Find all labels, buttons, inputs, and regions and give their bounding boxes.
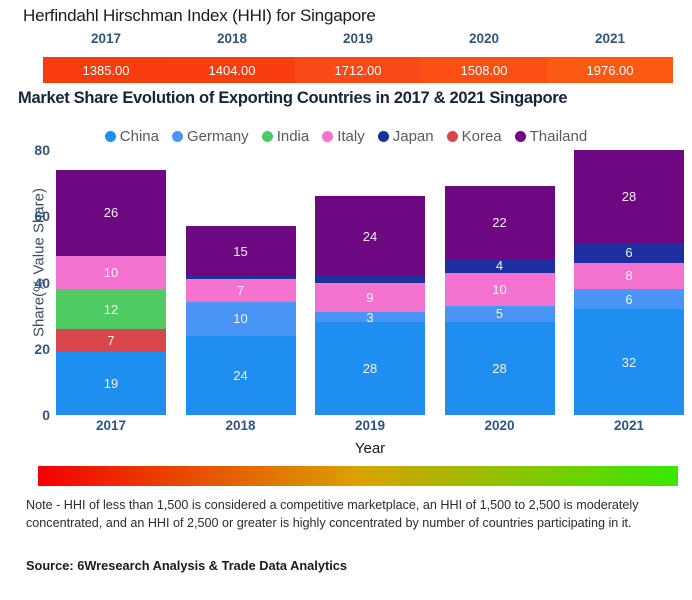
legend-item-italy[interactable]: Italy: [322, 128, 365, 145]
x-tick-2018: 2018: [225, 418, 256, 433]
x-axis-ticks: 2017 2018 2019 2020 2021: [56, 418, 684, 433]
hhi-year-2020: 2020: [468, 31, 500, 46]
bar-column-2020: 22 4 10 5 28: [444, 150, 555, 415]
legend-item-india[interactable]: India: [261, 128, 310, 145]
hhi-value-2020: 1508.00: [421, 57, 547, 83]
y-tick-80: 80: [34, 142, 50, 158]
hhi-value-2019: 1712.00: [295, 57, 421, 83]
bar-segment-china[interactable]: 32: [574, 309, 684, 415]
y-tick-60: 60: [34, 208, 50, 225]
bar-segment-italy[interactable]: 7: [185, 279, 296, 303]
bar-segment-germany[interactable]: 5: [444, 305, 555, 323]
legend-swatch-icon: [172, 131, 183, 142]
x-axis-label: Year: [354, 440, 386, 457]
y-axis-ticks: 0 20 40 60 80: [14, 142, 50, 423]
hhi-year-2021: 2021: [594, 31, 626, 46]
bar-column-2021: 28 6 8 6 32: [574, 150, 684, 415]
legend-label: China: [119, 128, 159, 145]
legend-item-korea[interactable]: Korea: [446, 128, 502, 145]
bar-column-2018: 15 7 10 24: [185, 150, 296, 415]
bar-segment-thailand[interactable]: 28: [574, 150, 684, 243]
bar-segment-italy[interactable]: 10: [444, 272, 555, 306]
bar-segment-thailand[interactable]: 22: [444, 186, 555, 260]
bar-segment-thailand[interactable]: 15: [185, 226, 296, 276]
chart-title: Market Share Evolution of Exporting Coun…: [18, 89, 568, 107]
bar-segment-china[interactable]: 19: [56, 352, 166, 415]
legend-label: India: [276, 128, 310, 145]
bar-segment-china[interactable]: 28: [444, 322, 555, 415]
bar-segment-japan[interactable]: [185, 275, 296, 280]
bar-column-2017: 26 10 12 7 19: [56, 150, 166, 415]
y-tick-20: 20: [34, 340, 50, 357]
bar-segment-thailand[interactable]: 24: [315, 196, 425, 276]
hhi-value-2018: 1404.00: [169, 57, 295, 83]
stacked-bar[interactable]: 28 6 8 6 32: [574, 150, 684, 415]
bar-segment-japan[interactable]: 6: [574, 242, 684, 263]
legend-swatch-icon: [446, 131, 458, 142]
footnote-text: Note - HHI of less than 1,500 is conside…: [26, 498, 639, 530]
legend-swatch-icon: [377, 131, 389, 142]
x-tick-2021: 2021: [613, 418, 645, 433]
legend-label: Italy: [337, 128, 365, 145]
stacked-bar[interactable]: 15 7 10 24: [185, 226, 296, 415]
bar-segment-india[interactable]: 12: [56, 289, 166, 329]
source-text: Source: 6Wresearch Analysis & Trade Data…: [26, 558, 348, 573]
legend-swatch-icon: [322, 131, 334, 142]
legend-swatch-icon: [104, 131, 116, 142]
stacked-bars-area: 26 10 12 7 19 15 7 10 24 24 9 3 28 22 4 10 5 28 28 6 8 6 32: [56, 150, 684, 415]
legend-label: Thailand: [529, 128, 588, 145]
bar-segment-korea[interactable]: 7: [56, 328, 166, 353]
y-tick-0: 0: [42, 407, 50, 423]
legend-label: Germany: [187, 128, 249, 145]
legend-label: Japan: [392, 128, 434, 145]
legend-item-germany[interactable]: Germany: [172, 128, 249, 145]
bar-segment-germany[interactable]: 3: [315, 312, 425, 323]
stacked-bar[interactable]: 24 9 3 28: [315, 196, 425, 415]
legend-item-china[interactable]: China: [104, 128, 159, 145]
hhi-value-2017: 1385.00: [43, 57, 169, 83]
bar-segment-china[interactable]: 28: [315, 322, 425, 415]
hhi-value-2021: 1976.00: [547, 57, 673, 83]
hhi-year-2018: 2018: [216, 31, 248, 46]
bar-segment-italy[interactable]: 8: [574, 262, 684, 290]
x-tick-2020: 2020: [484, 418, 515, 433]
bar-segment-italy[interactable]: 9: [315, 282, 425, 313]
hhi-year-2017: 2017: [90, 31, 122, 46]
hhi-year-header-row: 2017 2018 2019 2020 2021: [43, 31, 673, 51]
bar-segment-germany[interactable]: 10: [185, 302, 296, 336]
bar-segment-germany[interactable]: 6: [574, 289, 684, 309]
hhi-year-2019: 2019: [342, 31, 374, 46]
bar-segment-japan[interactable]: 4: [444, 259, 555, 273]
legend-label: Korea: [461, 128, 502, 145]
legend-swatch-icon: [261, 131, 273, 142]
legend-swatch-icon: [514, 131, 526, 142]
x-tick-2019: 2019: [354, 418, 386, 433]
chart-legend: China Germany India Italy Japan Korea Thailand: [0, 128, 692, 145]
stacked-bar[interactable]: 22 4 10 5 28: [444, 186, 555, 415]
chart-plot: Share(% Value Share) 0 20 40 60 80 26 10 12 7 19…: [0, 142, 692, 457]
x-tick-2017: 2017: [95, 418, 127, 433]
y-tick-40: 40: [34, 274, 50, 291]
bar-segment-italy[interactable]: 10: [56, 256, 166, 290]
legend-item-japan[interactable]: Japan: [377, 128, 434, 145]
legend-item-thailand[interactable]: Thailand: [514, 128, 588, 145]
bar-segment-china[interactable]: 24: [185, 335, 296, 415]
bar-segment-japan[interactable]: [315, 275, 425, 283]
stacked-bar[interactable]: 26 10 12 7 19: [56, 169, 166, 415]
hhi-value-bar: 1385.00 1404.00 1712.00 1508.00 1976.00: [43, 57, 673, 83]
hhi-gradient-scale: [38, 466, 678, 486]
bar-column-2019: 24 9 3 28: [315, 150, 425, 415]
bar-segment-thailand[interactable]: 26: [56, 169, 166, 256]
hhi-title: Herfindahl Hirschman Index (HHI) for Sin…: [23, 6, 376, 25]
